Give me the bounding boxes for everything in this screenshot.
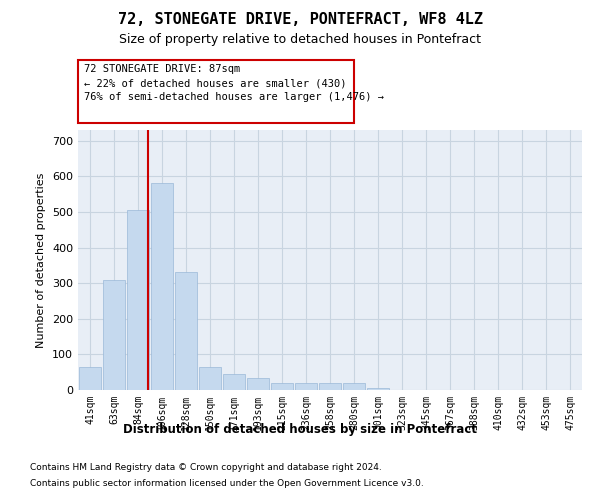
Bar bbox=[223, 374, 245, 390]
Bar bbox=[247, 378, 269, 390]
Bar bbox=[295, 383, 317, 390]
Bar bbox=[343, 383, 365, 390]
Text: 72, STONEGATE DRIVE, PONTEFRACT, WF8 4LZ: 72, STONEGATE DRIVE, PONTEFRACT, WF8 4LZ bbox=[118, 12, 482, 28]
Bar bbox=[271, 383, 293, 390]
Bar bbox=[127, 210, 149, 390]
Bar bbox=[103, 280, 125, 390]
Y-axis label: Number of detached properties: Number of detached properties bbox=[37, 172, 46, 348]
Text: Size of property relative to detached houses in Pontefract: Size of property relative to detached ho… bbox=[119, 32, 481, 46]
Text: Contains public sector information licensed under the Open Government Licence v3: Contains public sector information licen… bbox=[30, 479, 424, 488]
Bar bbox=[151, 184, 173, 390]
Text: Contains HM Land Registry data © Crown copyright and database right 2024.: Contains HM Land Registry data © Crown c… bbox=[30, 462, 382, 471]
Bar bbox=[79, 367, 101, 390]
Bar bbox=[175, 272, 197, 390]
Bar bbox=[319, 383, 341, 390]
Bar bbox=[367, 388, 389, 390]
Text: 72 STONEGATE DRIVE: 87sqm
← 22% of detached houses are smaller (430)
76% of semi: 72 STONEGATE DRIVE: 87sqm ← 22% of detac… bbox=[84, 64, 384, 102]
Text: Distribution of detached houses by size in Pontefract: Distribution of detached houses by size … bbox=[123, 422, 477, 436]
Bar bbox=[199, 367, 221, 390]
